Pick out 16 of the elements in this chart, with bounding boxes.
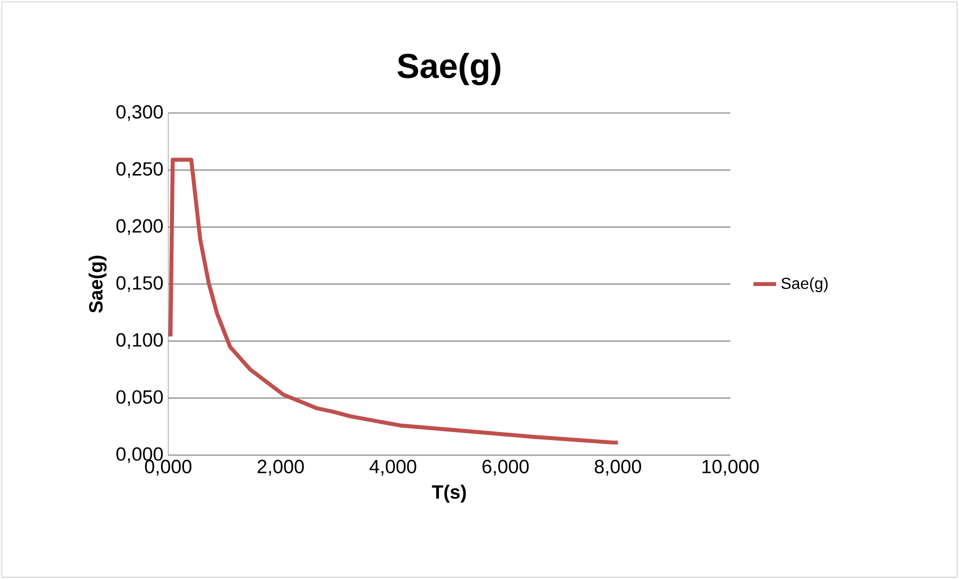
y-tick-label: 0,250	[116, 162, 163, 178]
y-tick-label: 0,100	[116, 333, 163, 349]
y-tick-label: 0,050	[116, 390, 163, 406]
chart-title: Sae(g)	[397, 52, 500, 86]
x-tick-label: 10,000	[702, 460, 759, 476]
x-tick-label: 2,000	[258, 460, 304, 476]
y-axis-title: Sae(g)	[88, 256, 107, 313]
line-series	[168, 158, 620, 445]
y-tick-label: 0,150	[116, 276, 163, 292]
x-tick-label: 8,000	[594, 460, 642, 476]
y-tick-label: 0,300	[116, 105, 163, 121]
x-tick-label: 6,000	[482, 460, 529, 476]
legend-label: Sae(g)	[781, 277, 828, 292]
x-axis-title: T(s)	[432, 484, 466, 503]
y-tick-label: 0,200	[116, 219, 163, 235]
x-tick-label: 4,000	[370, 460, 416, 476]
